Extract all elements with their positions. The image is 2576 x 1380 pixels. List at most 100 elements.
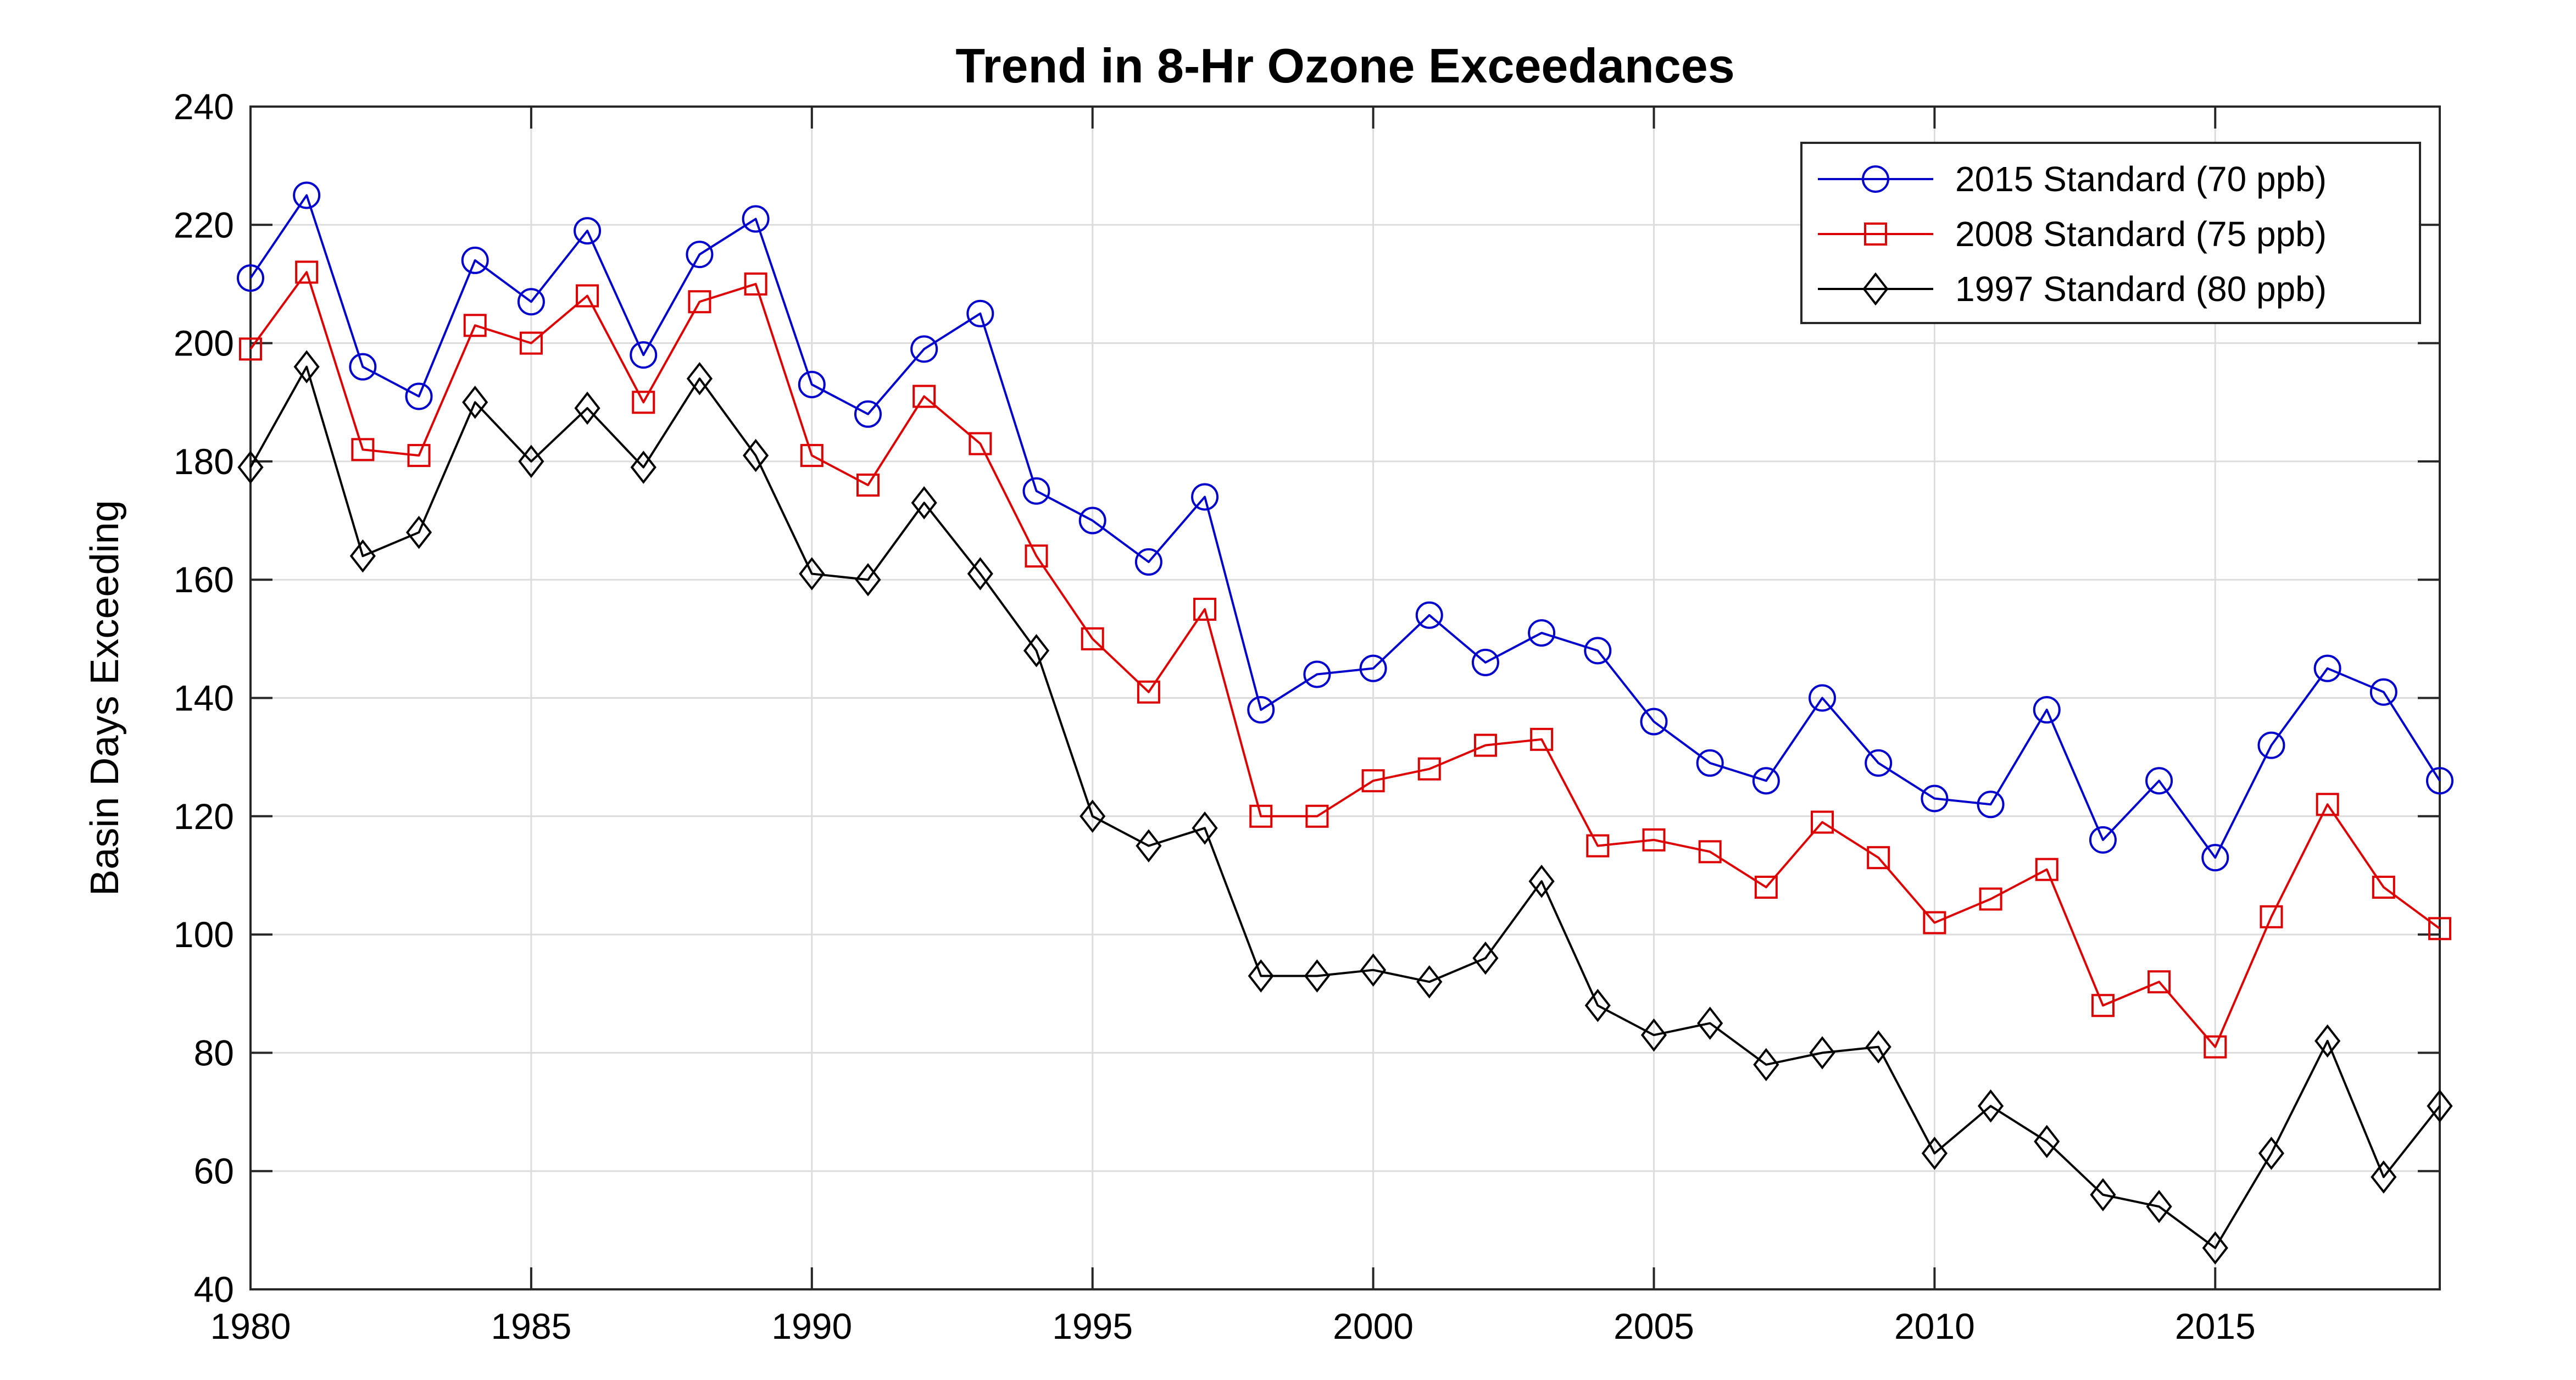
data-point-square xyxy=(1305,804,1329,828)
data-point-diamond xyxy=(2371,1160,2397,1194)
data-point-square xyxy=(800,444,824,468)
legend-marker-circle xyxy=(1862,165,1889,193)
data-point-circle xyxy=(1865,749,1893,777)
data-point-square xyxy=(576,284,599,308)
legend-label: 1997 Standard (80 ppb) xyxy=(1955,269,2327,309)
legend: 2015 Standard (70 ppb) 2008 Standard (75 … xyxy=(1800,142,2421,324)
y-tick-label: 160 xyxy=(174,559,234,600)
data-point-circle xyxy=(2145,767,2173,795)
data-point-circle xyxy=(1696,749,1724,777)
data-point-diamond xyxy=(1136,829,1162,863)
y-tick-label: 40 xyxy=(194,1269,234,1310)
y-tick-label: 180 xyxy=(174,441,234,482)
data-point-diamond xyxy=(1865,1030,1891,1064)
data-point-circle xyxy=(574,217,602,245)
data-point-square xyxy=(519,331,543,355)
data-point-square xyxy=(407,444,431,468)
data-point-circle xyxy=(1191,483,1219,511)
data-point-square xyxy=(1361,769,1385,793)
x-tick-label: 1995 xyxy=(1052,1306,1133,1346)
data-point-square xyxy=(1642,828,1666,852)
data-point-square xyxy=(2372,875,2395,899)
data-point-circle xyxy=(1078,507,1106,535)
y-tick-label: 100 xyxy=(174,914,234,955)
data-point-circle xyxy=(966,299,994,327)
data-point-circle xyxy=(686,241,714,269)
data-point-circle xyxy=(910,335,938,363)
series-line xyxy=(249,271,2441,1048)
data-point-square xyxy=(351,438,375,461)
x-tick-label: 2000 xyxy=(1333,1306,1414,1346)
data-point-square xyxy=(1923,911,1946,934)
data-point-diamond xyxy=(911,486,937,520)
data-point-circle xyxy=(517,288,545,316)
data-point-circle xyxy=(1303,660,1331,688)
data-point-circle xyxy=(1752,767,1780,795)
data-point-circle xyxy=(2313,654,2341,682)
data-point-circle xyxy=(405,382,433,410)
data-point-circle xyxy=(742,205,770,233)
series-3 xyxy=(237,350,2453,1265)
data-point-circle xyxy=(1359,654,1387,682)
data-point-circle xyxy=(2089,826,2117,854)
data-point-diamond xyxy=(1697,1006,1723,1040)
data-point-diamond xyxy=(1977,1089,2004,1123)
data-point-circle xyxy=(630,341,658,369)
data-point-square xyxy=(1025,544,1048,568)
data-point-diamond xyxy=(1080,799,1106,833)
data-point-diamond xyxy=(799,557,825,591)
data-point-square xyxy=(688,290,711,314)
data-point-circle xyxy=(1977,791,2005,819)
data-point-diamond xyxy=(1192,811,1218,845)
x-tick-label: 1980 xyxy=(210,1306,291,1346)
data-point-circle xyxy=(2257,731,2285,759)
data-point-diamond xyxy=(1416,965,1443,999)
data-point-square xyxy=(1081,627,1104,650)
data-point-diamond xyxy=(1584,989,1611,1022)
data-point-square xyxy=(1473,733,1497,757)
data-point-square xyxy=(295,260,319,284)
data-point-circle xyxy=(349,353,377,381)
data-point-circle xyxy=(1528,619,1556,647)
data-point-square xyxy=(2091,994,2115,1017)
data-point-square xyxy=(1417,757,1441,781)
data-point-square xyxy=(744,272,767,296)
data-point-square xyxy=(1754,875,1778,899)
data-point-diamond xyxy=(855,563,881,597)
data-point-diamond xyxy=(2090,1178,2116,1212)
data-point-square xyxy=(1867,846,1890,870)
data-point-circle xyxy=(2201,844,2229,872)
data-point-circle xyxy=(1471,648,1499,676)
data-point-diamond xyxy=(743,438,769,472)
series-2 xyxy=(239,260,2451,1059)
data-point-diamond xyxy=(1809,1036,1835,1070)
series-layer xyxy=(237,181,2453,1265)
legend-marker-square xyxy=(1864,222,1887,246)
data-point-diamond xyxy=(1360,953,1387,987)
data-point-diamond xyxy=(2146,1190,2172,1223)
data-point-square xyxy=(1193,598,1217,621)
series-line xyxy=(249,194,2441,859)
data-point-circle xyxy=(1921,784,1949,813)
data-point-square xyxy=(2316,793,2339,816)
chart-title: Trend in 8-Hr Ozone Exceedances xyxy=(955,38,1734,93)
y-tick-label: 140 xyxy=(174,678,234,719)
y-tick-label: 80 xyxy=(194,1032,234,1073)
data-point-diamond xyxy=(1304,959,1331,993)
y-tick-label: 200 xyxy=(174,323,234,364)
data-point-diamond xyxy=(518,444,544,478)
data-point-square xyxy=(1137,680,1160,704)
x-tick-label: 1990 xyxy=(771,1306,852,1346)
series-1 xyxy=(237,181,2453,872)
data-point-diamond xyxy=(1023,634,1050,667)
data-point-square xyxy=(239,337,262,361)
data-point-square xyxy=(2204,1035,2227,1059)
data-point-circle xyxy=(2033,696,2061,724)
data-point-square xyxy=(1698,840,1722,864)
y-tick-label: 120 xyxy=(174,796,234,837)
y-tick-label: 60 xyxy=(194,1151,234,1192)
data-point-diamond xyxy=(1528,864,1555,898)
series-line xyxy=(249,365,2441,1249)
